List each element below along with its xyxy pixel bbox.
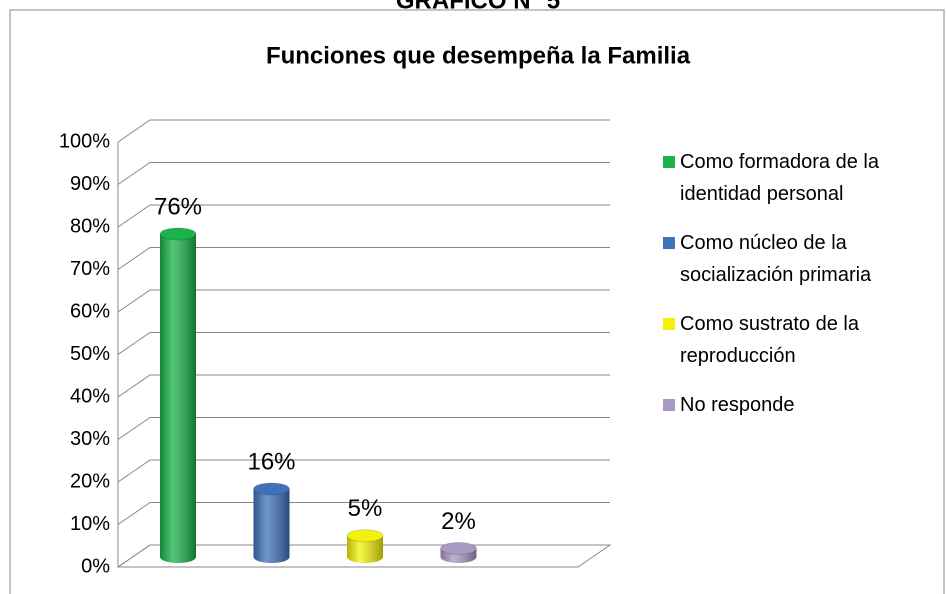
heading: GRAFICO N° 5 [396, 0, 560, 14]
grid-line [117, 459, 610, 483]
bars: 76% 16% 5% 2% [154, 193, 477, 563]
y-tick-label: 10% [70, 513, 110, 535]
legend-swatch [663, 399, 675, 411]
grid-line [117, 289, 610, 313]
data-label: 5% [348, 495, 383, 522]
y-tick-label: 100% [59, 130, 110, 152]
bar-top [253, 482, 290, 496]
grid-line [117, 162, 610, 185]
data-label: 16% [247, 448, 295, 475]
grid-line [117, 502, 610, 525]
y-tick-label: 40% [70, 385, 110, 407]
legend: Como formadora de la identidad personal C… [663, 146, 933, 438]
y-tick-label: 60% [70, 300, 110, 322]
bar-shade [253, 489, 290, 563]
legend-swatch [663, 237, 675, 249]
bar-top [346, 529, 384, 543]
data-label: 76% [154, 193, 202, 220]
y-tick-label: 80% [70, 215, 110, 237]
chart-title: Funciones que desempeña la Familia [266, 42, 691, 69]
y-tick-label: 0% [81, 555, 110, 577]
bar-shade [347, 535, 383, 563]
legend-label: Como sustrato de la reproducción [680, 313, 859, 367]
y-tick-label: 70% [70, 258, 110, 280]
bar-top [440, 542, 477, 555]
y-tick-label: 30% [70, 428, 110, 450]
y-tick-label: 50% [70, 343, 110, 365]
grid-line [117, 204, 610, 228]
legend-entry: No responde [663, 389, 933, 421]
grid-line [117, 417, 610, 440]
grid: 0% 10% 20% 30% 40% 50% 60% 70% 80% 90% 100% [59, 119, 612, 577]
legend-swatch [663, 318, 675, 330]
y-tick-label: 20% [70, 470, 110, 492]
legend-swatch [663, 156, 675, 168]
grid-line [117, 332, 610, 355]
bar-shade [160, 234, 196, 563]
grid-line [117, 247, 610, 270]
legend-label: Como formadora de la identidad personal [680, 151, 879, 205]
data-label: 2% [441, 508, 476, 535]
legend-entry: Como formadora de la identidad personal [663, 146, 933, 210]
legend-entry: Como núcleo de la socialización primaria [663, 227, 933, 291]
y-tick-label: 90% [70, 173, 110, 195]
legend-label: Como núcleo de la socialización primaria [680, 232, 872, 286]
legend-entry: Como sustrato de la reproducción [663, 308, 933, 372]
legend-label: No responde [680, 394, 795, 416]
chart-frame [9, 9, 945, 594]
bar-top [159, 227, 197, 241]
grid-line [117, 374, 610, 398]
grid-line [117, 119, 610, 143]
